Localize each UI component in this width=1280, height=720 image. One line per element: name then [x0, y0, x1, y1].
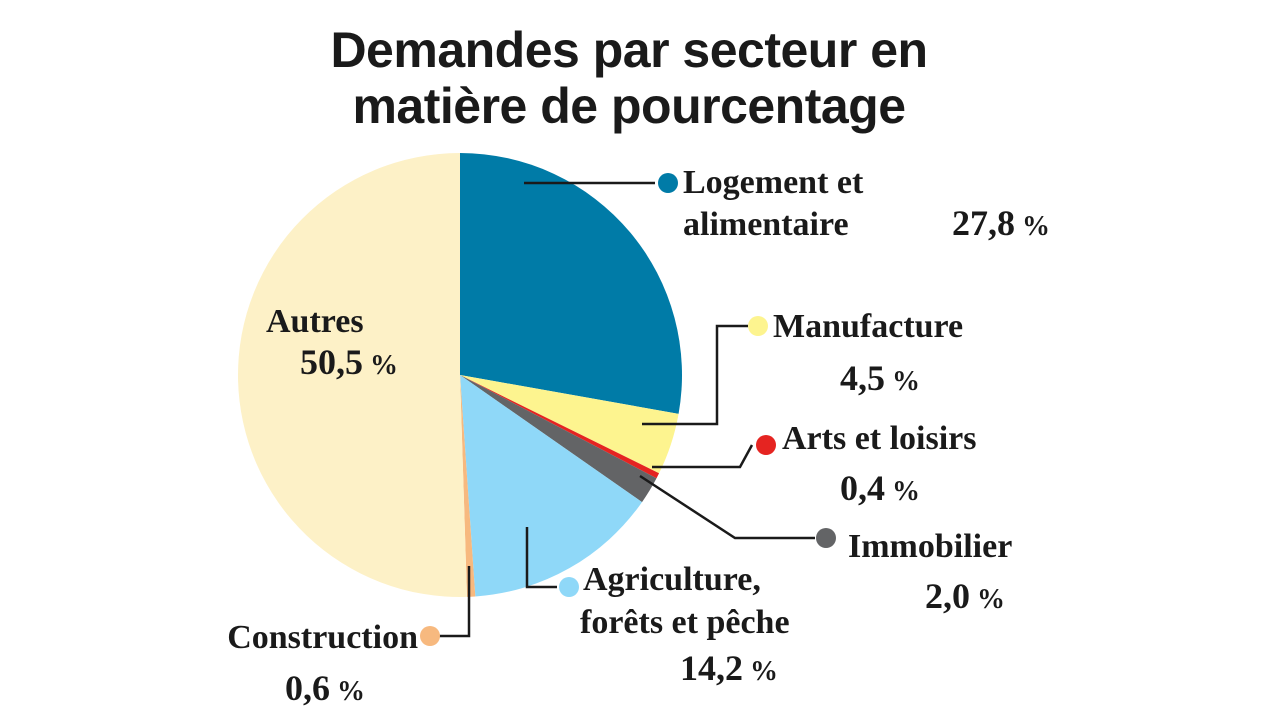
- label-name-immobilier: Immobilier: [848, 528, 1012, 565]
- legend-dot-immobilier: [816, 528, 836, 548]
- label-value-logement: 27,8 %: [952, 203, 1050, 243]
- label-value-manufacture: 4,5 %: [840, 358, 920, 398]
- label-value-immobilier: 2,0 %: [925, 576, 1005, 616]
- leader-line-agriculture: [525, 527, 557, 589]
- label-name-manufacture: Manufacture: [773, 308, 963, 345]
- label-name-autres: Autres: [266, 303, 364, 340]
- pie-slice-agriculture: [460, 375, 643, 597]
- leader-line-manufacture: [642, 324, 748, 426]
- label-value-agriculture: 14,2 %: [680, 648, 778, 688]
- label-name-agriculture-1: Agriculture,: [583, 561, 761, 598]
- legend-dot-construction: [420, 626, 440, 646]
- legend-dot-arts: [756, 435, 776, 455]
- chart-title-line-2: matière de pourcentage: [352, 78, 906, 134]
- chart-title: Demandes par secteur en matière de pourc…: [0, 22, 1258, 134]
- pie-slice-immobilier: [460, 375, 657, 503]
- legend-dot-logement: [658, 173, 678, 193]
- label-name-agriculture-2: forêts et pêche: [580, 604, 790, 641]
- leader-line-immobilier: [639, 474, 815, 540]
- pie-slice-autres: [237, 153, 467, 597]
- pie-slice-construction: [460, 375, 476, 597]
- chart-title-line-1: Demandes par secteur en: [330, 22, 928, 78]
- pie-slices: [237, 153, 683, 597]
- label-name-logement-2: alimentaire: [683, 206, 849, 243]
- label-name-logement-1: Logement et: [683, 164, 864, 201]
- legend-dot-manufacture: [748, 316, 768, 336]
- pie-slice-manufacture: [460, 375, 679, 474]
- label-value-autres: 50,5 %: [300, 342, 398, 382]
- leader-lines: [420, 173, 836, 646]
- leader-line-arts: [652, 444, 754, 469]
- label-value-arts: 0,4 %: [840, 468, 920, 508]
- label-value-construction: 0,6 %: [285, 668, 365, 708]
- slice-labels: Logement et alimentaire 27,8 % Manufacture 4…: [227, 164, 1050, 708]
- pie-slice-arts: [460, 375, 660, 479]
- label-name-construction: Construction: [227, 619, 418, 656]
- pie-slice-logement: [460, 153, 683, 414]
- label-name-arts: Arts et loisirs: [782, 420, 977, 457]
- legend-dot-agriculture: [559, 577, 579, 597]
